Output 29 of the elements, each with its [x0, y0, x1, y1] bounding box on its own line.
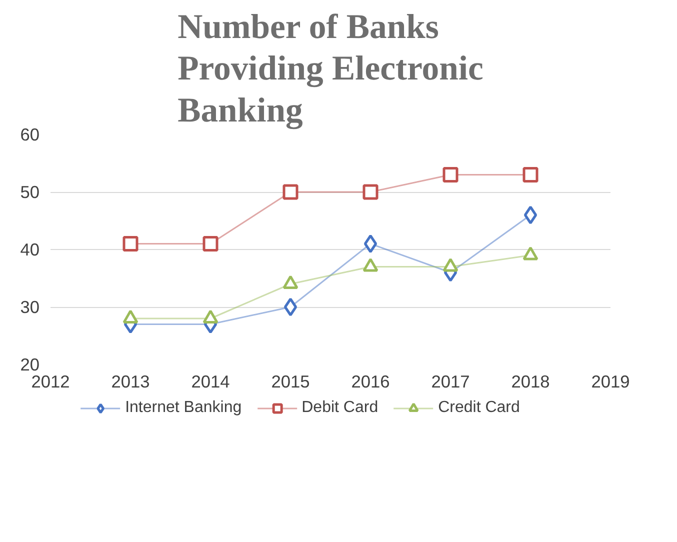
point	[364, 234, 378, 253]
x-tick-label: 2014	[191, 372, 230, 392]
y-tick-label: 40	[20, 240, 40, 260]
x-tick-label: 2013	[111, 372, 150, 392]
x-tick-label: 2015	[271, 372, 310, 392]
y-tick-label: 30	[20, 297, 40, 317]
legend-label: Credit Card	[438, 399, 520, 417]
point	[284, 298, 298, 316]
point	[442, 167, 458, 182]
point	[362, 184, 378, 200]
x-tick-label: 2019	[591, 372, 630, 392]
point	[122, 310, 138, 324]
point	[282, 275, 298, 290]
x-tick-label: 2018	[511, 372, 550, 392]
x-tick-label: 2017	[431, 372, 470, 392]
point	[202, 236, 218, 252]
legend-label: Internet Banking	[125, 399, 242, 417]
y-tick-label: 60	[20, 124, 40, 144]
point	[282, 184, 298, 200]
chart-title: Number of Banks Providing Electronic Banking	[178, 8, 484, 130]
legend-label: Debit Card	[302, 399, 378, 417]
point	[522, 167, 538, 182]
point	[122, 236, 138, 252]
y-tick-label: 20	[20, 354, 40, 374]
y-tick-label: 50	[20, 182, 40, 202]
x-tick-label: 2012	[31, 372, 70, 392]
point	[524, 206, 538, 224]
point	[202, 310, 218, 324]
x-tick-label: 2016	[351, 372, 390, 392]
